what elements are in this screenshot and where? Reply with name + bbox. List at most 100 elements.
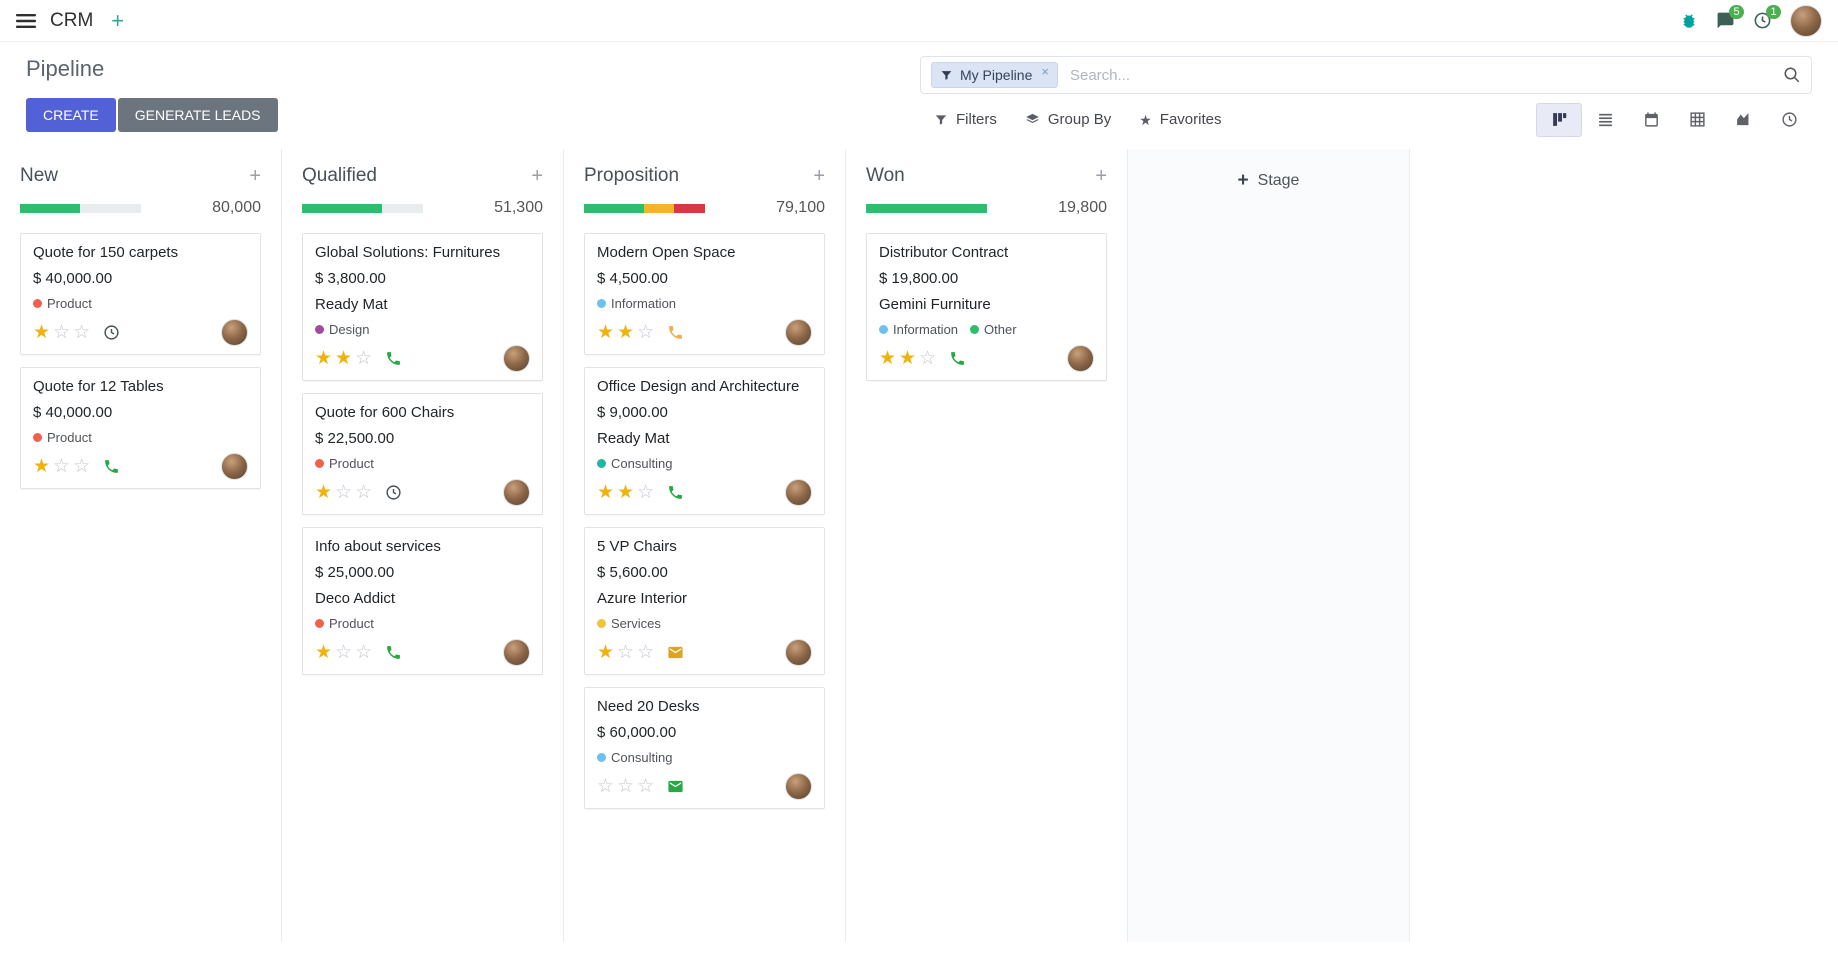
column-title: Won [866, 165, 905, 186]
search-icon[interactable] [1783, 66, 1801, 84]
remove-facet-icon[interactable]: × [1041, 64, 1049, 79]
column-total: 19,800 [1058, 199, 1107, 216]
kanban-view-icon[interactable] [1536, 102, 1582, 137]
avatar[interactable] [503, 479, 530, 506]
kanban-card[interactable]: Global Solutions: Furnitures $ 3,800.00 … [302, 233, 543, 381]
envelope-icon[interactable] [667, 778, 684, 795]
priority-stars[interactable]: ★★☆ [315, 348, 376, 369]
priority-stars[interactable]: ★★☆ [597, 322, 658, 343]
activity-view-icon[interactable] [1766, 103, 1812, 137]
avatar[interactable] [785, 479, 812, 506]
avatar[interactable] [1067, 345, 1094, 372]
column-progressbar[interactable] [302, 203, 423, 213]
phone-icon[interactable] [667, 484, 684, 501]
messages-icon[interactable]: 5 [1716, 5, 1744, 30]
graph-view-icon[interactable] [1720, 103, 1766, 137]
column-quick-create-button[interactable]: + [531, 165, 543, 187]
priority-stars[interactable]: ★☆☆ [315, 642, 376, 663]
kanban-card[interactable]: Info about services $ 25,000.00 Deco Add… [302, 527, 543, 675]
column-progressbar[interactable] [20, 203, 141, 213]
filters-menu[interactable]: Filters [920, 102, 1011, 137]
bug-icon[interactable] [1680, 12, 1698, 30]
priority-stars[interactable]: ★☆☆ [315, 482, 376, 503]
kanban-card[interactable]: Distributor Contract $ 19,800.00 Gemini … [866, 233, 1107, 381]
calendar-view-icon[interactable] [1628, 103, 1674, 137]
kanban-card[interactable]: Quote for 12 Tables $ 40,000.00 Product … [20, 367, 261, 489]
card-amount: $ 40,000.00 [33, 404, 113, 421]
pivot-view-icon[interactable] [1674, 103, 1720, 137]
phone-icon[interactable] [667, 324, 684, 341]
generate-leads-button[interactable]: GENERATE LEADS [117, 98, 278, 132]
phone-icon[interactable] [385, 350, 402, 367]
priority-stars[interactable]: ★☆☆ [597, 642, 658, 663]
kanban-card[interactable]: Office Design and Architecture $ 9,000.0… [584, 367, 825, 515]
page-title: Pipeline [26, 56, 105, 81]
favorites-menu[interactable]: ★ Favorites [1125, 102, 1235, 137]
priority-stars[interactable]: ★☆☆ [33, 322, 94, 343]
phone-icon[interactable] [949, 350, 966, 367]
card-title[interactable]: Need 20 Desks [597, 698, 700, 715]
avatar[interactable] [221, 319, 248, 346]
filter-icon [934, 113, 948, 127]
column-quick-create-button[interactable]: + [813, 165, 825, 187]
card-amount: $ 5,600.00 [597, 564, 668, 581]
activities-icon[interactable]: 1 [1753, 5, 1781, 30]
menu-icon[interactable] [16, 13, 36, 29]
create-button[interactable]: CREATE [26, 98, 116, 132]
avatar[interactable] [785, 319, 812, 346]
card-title[interactable]: Global Solutions: Furnitures [315, 244, 501, 261]
group-by-menu[interactable]: Group By [1011, 102, 1125, 137]
phone-icon[interactable] [385, 644, 402, 661]
add-stage-column[interactable]: + Stage [1128, 149, 1410, 942]
control-panel: Pipeline CREATE GENERATE LEADS My Pipeli… [0, 42, 1838, 143]
card-title[interactable]: Info about services [315, 538, 441, 555]
priority-stars[interactable]: ★★☆ [597, 482, 658, 503]
app-name[interactable]: CRM [50, 9, 94, 31]
tag-label: Services [611, 616, 661, 631]
kanban-card[interactable]: Modern Open Space $ 4,500.00 Information… [584, 233, 825, 355]
avatar[interactable] [221, 453, 248, 480]
priority-stars[interactable]: ☆☆☆ [597, 776, 658, 797]
card-title[interactable]: Office Design and Architecture [597, 378, 800, 395]
avatar[interactable] [785, 639, 812, 666]
card-title[interactable]: 5 VP Chairs [597, 538, 677, 555]
column-quick-create-button[interactable]: + [249, 165, 261, 187]
kanban-card[interactable]: Quote for 150 carpets $ 40,000.00 Produc… [20, 233, 261, 355]
card-title[interactable]: Quote for 600 Chairs [315, 404, 455, 421]
envelope-icon[interactable] [667, 644, 684, 661]
kanban-card[interactable]: Need 20 Desks $ 60,000.00 Consulting ☆☆☆ [584, 687, 825, 809]
group-by-icon [1025, 112, 1040, 127]
card-tags: Consulting [597, 456, 812, 471]
column-quick-create-button[interactable]: + [1095, 165, 1107, 187]
add-icon[interactable]: + [107, 9, 128, 32]
card-title[interactable]: Quote for 150 carpets [33, 244, 179, 261]
column-progressbar[interactable] [866, 203, 987, 213]
card-amount: $ 19,800.00 [879, 270, 959, 287]
priority-stars[interactable]: ★★☆ [879, 348, 940, 369]
tag-dot [315, 619, 324, 628]
card-tags: Design [315, 322, 530, 337]
kanban-card[interactable]: 5 VP Chairs $ 5,600.00 Azure Interior Se… [584, 527, 825, 675]
column-progressbar[interactable] [584, 203, 705, 213]
avatar[interactable] [785, 773, 812, 800]
tag-label: Product [47, 430, 92, 445]
phone-icon[interactable] [103, 458, 120, 475]
search-input[interactable] [1057, 66, 1783, 84]
clock-icon[interactable] [103, 324, 120, 341]
add-stage-button[interactable]: + Stage [1238, 171, 1300, 190]
card-title[interactable]: Distributor Contract [879, 244, 1009, 261]
card-amount: $ 22,500.00 [315, 430, 395, 447]
card-title[interactable]: Modern Open Space [597, 244, 736, 261]
tag-label: Design [329, 322, 370, 337]
clock-icon[interactable] [385, 484, 402, 501]
search-bar[interactable]: My Pipeline × [920, 56, 1812, 94]
avatar[interactable] [503, 639, 530, 666]
user-avatar[interactable] [1790, 4, 1822, 37]
card-amount: $ 25,000.00 [315, 564, 395, 581]
list-view-icon[interactable] [1582, 103, 1628, 137]
card-title[interactable]: Quote for 12 Tables [33, 378, 164, 395]
avatar[interactable] [503, 345, 530, 372]
search-facet[interactable]: My Pipeline × [931, 62, 1058, 88]
kanban-card[interactable]: Quote for 600 Chairs $ 22,500.00 Product… [302, 393, 543, 515]
priority-stars[interactable]: ★☆☆ [33, 456, 94, 477]
